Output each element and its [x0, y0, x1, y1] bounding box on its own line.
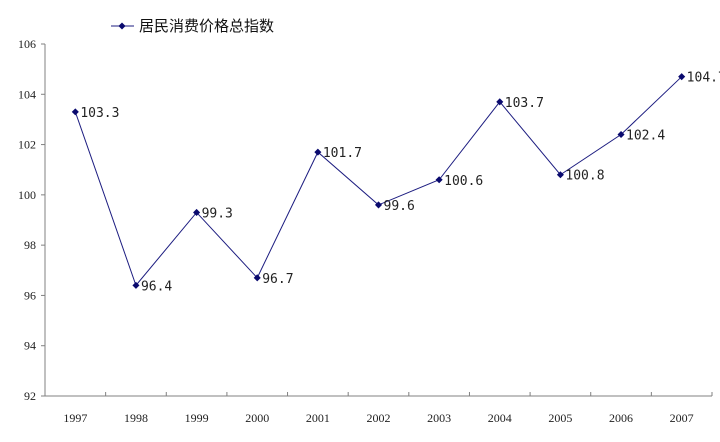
x-tick-label: 1999: [185, 411, 209, 425]
x-tick-label: 2002: [367, 411, 391, 425]
data-point: [678, 73, 686, 81]
data-point: [193, 208, 201, 216]
x-tick-label: 2004: [488, 411, 512, 425]
legend-label: 居民消费价格总指数: [139, 17, 274, 35]
data-label: 103.3: [80, 106, 119, 121]
legend-marker: [118, 22, 126, 30]
data-point: [132, 281, 140, 289]
data-point: [556, 171, 564, 179]
data-point: [617, 130, 625, 139]
data-point: [435, 176, 443, 184]
y-tick-label: 102: [18, 138, 36, 152]
x-tick-label: 2000: [245, 411, 269, 425]
data-label: 99.6: [384, 199, 415, 214]
plot-area: 103.3 96.4 99.3 96.7 101.7 99.6 100.6 103.7 100.…: [71, 71, 720, 294]
data-label: 103.7: [505, 96, 544, 111]
data-point: [71, 108, 79, 116]
y-tick-label: 106: [18, 37, 36, 51]
x-tick-label: 2005: [548, 411, 572, 425]
axes: 92 94 96 98 100 102 104 106 1997 1998 1999 2000 2001…: [18, 37, 713, 425]
x-tick-label: 2003: [427, 411, 451, 425]
data-label: 99.3: [202, 206, 233, 221]
data-point: [374, 201, 383, 209]
y-tick-label: 94: [24, 339, 36, 353]
data-label: 100.8: [565, 169, 604, 184]
data-label: 104.7: [687, 71, 720, 86]
y-tick-label: 92: [24, 389, 36, 403]
data-label: 96.7: [262, 272, 293, 287]
y-tick-label: 96: [24, 288, 36, 302]
legend: 居民消费价格总指数: [111, 17, 274, 35]
x-tick-label: 2006: [609, 411, 633, 425]
x-tick-label: 1997: [63, 411, 87, 425]
data-label: 101.7: [323, 146, 362, 161]
data-point: [496, 98, 504, 106]
y-tick-label: 98: [24, 238, 36, 252]
y-tick-label: 104: [18, 87, 36, 101]
x-tick-label: 1998: [124, 411, 148, 425]
data-point: [314, 148, 322, 156]
data-point: [253, 274, 261, 282]
y-tick-label: 100: [18, 188, 36, 202]
data-label: 100.6: [444, 174, 483, 189]
x-tick-label: 2007: [670, 411, 694, 425]
data-label: 96.4: [141, 279, 172, 294]
x-tick-label: 2001: [306, 411, 330, 425]
data-label: 102.4: [626, 129, 665, 144]
